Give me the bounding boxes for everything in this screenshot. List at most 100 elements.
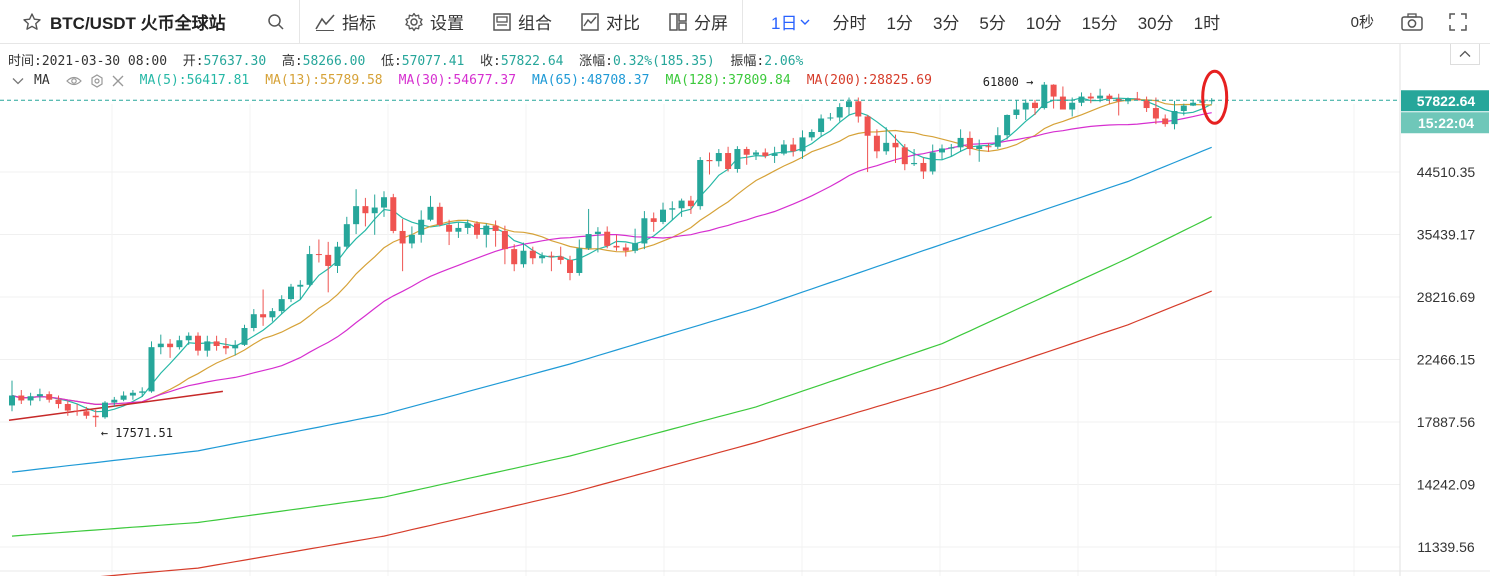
price-tick-label: 35439.17 xyxy=(1417,227,1476,243)
collapse-chevron-icon[interactable] xyxy=(12,77,24,85)
candle-body xyxy=(734,149,741,169)
candle xyxy=(241,324,248,346)
candle-body xyxy=(483,225,490,235)
candle-body xyxy=(650,218,657,222)
candle xyxy=(418,210,425,243)
candle xyxy=(446,219,453,246)
interval-item[interactable]: 1时 xyxy=(1193,14,1221,33)
interval-item[interactable]: 30分 xyxy=(1137,14,1174,33)
price-chart[interactable]: 44510.35 35439.17 28216.69 22466.15 17887.56… xyxy=(0,44,1490,576)
indicators-button[interactable]: 指标 xyxy=(300,0,390,44)
candle xyxy=(315,239,322,263)
candle xyxy=(827,112,834,121)
candle-body xyxy=(529,250,536,259)
high-label: 高: xyxy=(281,54,303,69)
candle-body xyxy=(1041,84,1048,109)
open-label: 开: xyxy=(182,54,204,69)
candle xyxy=(1134,91,1141,101)
candle xyxy=(92,409,99,427)
candle xyxy=(762,148,769,159)
candle-body xyxy=(1134,98,1141,101)
candle-body xyxy=(1115,98,1122,102)
candle xyxy=(1059,86,1066,110)
ma-label: MA xyxy=(34,73,50,88)
candle-body xyxy=(762,152,769,156)
collapse-toolbar-button[interactable] xyxy=(1450,44,1480,65)
candle xyxy=(622,243,629,257)
ma128-value: MA(128):37809.84 xyxy=(665,73,791,88)
indicators-label: 指标 xyxy=(342,14,376,33)
candle-body xyxy=(1050,84,1057,97)
candle xyxy=(55,395,62,409)
close-icon[interactable] xyxy=(112,75,124,87)
candle xyxy=(390,193,397,234)
eye-icon[interactable] xyxy=(65,75,82,87)
split-screen-button[interactable]: 分屏 xyxy=(654,0,742,44)
candle-body xyxy=(604,231,611,246)
interval-item[interactable]: 分时 xyxy=(832,14,867,33)
candle-body xyxy=(157,343,164,348)
candle xyxy=(176,335,183,350)
candle-body xyxy=(948,147,955,149)
candle-body xyxy=(929,152,936,172)
combine-label: 组合 xyxy=(518,14,552,33)
candle xyxy=(539,252,546,264)
candle-body xyxy=(148,347,155,392)
settings-label: 设置 xyxy=(430,14,464,33)
price-tick-label: 28216.69 xyxy=(1417,289,1476,305)
candle-body xyxy=(706,160,713,162)
candle-body xyxy=(120,395,127,400)
candle-body xyxy=(632,243,639,251)
candle-body xyxy=(343,224,350,247)
candle xyxy=(883,127,890,155)
ma-line-ma128 xyxy=(11,216,1212,537)
candle xyxy=(195,332,201,356)
interval-1d-label: 1日 xyxy=(771,14,798,33)
settings-button[interactable]: 设置 xyxy=(390,0,478,44)
candle-body xyxy=(818,118,825,132)
ma13-value: MA(13):55789.58 xyxy=(265,73,383,88)
search-icon[interactable] xyxy=(267,13,285,31)
candle-body xyxy=(250,314,257,329)
symbol-title[interactable]: BTC/USDT 火币全球站 xyxy=(50,14,226,33)
star-icon[interactable] xyxy=(22,12,42,32)
combine-button[interactable]: 组合 xyxy=(478,0,566,44)
interval-1d[interactable]: 1日 xyxy=(761,9,822,34)
fullscreen-icon[interactable] xyxy=(1448,12,1468,32)
candle-body xyxy=(687,200,694,207)
gear-icon[interactable] xyxy=(90,73,104,88)
interval-item[interactable]: 15分 xyxy=(1081,14,1118,33)
interval-item[interactable]: 5分 xyxy=(979,14,1006,33)
candle-body xyxy=(808,131,815,138)
candle-body xyxy=(1059,96,1066,110)
candle xyxy=(46,391,53,403)
candle xyxy=(1087,92,1094,104)
candle-body xyxy=(353,206,360,225)
gear-icon xyxy=(404,12,424,32)
candle xyxy=(957,129,964,152)
candle xyxy=(725,146,732,172)
candle xyxy=(939,144,945,160)
candle xyxy=(353,189,360,235)
candle xyxy=(501,225,508,265)
candle-body xyxy=(315,254,322,256)
close-label: 收: xyxy=(480,54,501,69)
candle xyxy=(548,251,555,272)
interval-item[interactable]: 3分 xyxy=(932,14,960,33)
candle xyxy=(529,246,536,265)
candle-body xyxy=(660,209,666,222)
candle-body xyxy=(1180,105,1187,111)
low-label: 低: xyxy=(380,54,402,69)
candle xyxy=(371,194,378,235)
candle xyxy=(985,143,992,152)
compare-button[interactable]: 对比 xyxy=(566,0,654,44)
candle-body xyxy=(594,231,601,235)
candle xyxy=(641,211,648,250)
candle xyxy=(520,242,527,268)
camera-icon[interactable] xyxy=(1400,12,1424,32)
candle-body xyxy=(976,146,983,150)
interval-item[interactable]: 10分 xyxy=(1025,14,1062,33)
candle xyxy=(669,201,676,220)
candle xyxy=(343,216,350,250)
interval-item[interactable]: 1分 xyxy=(886,14,913,33)
